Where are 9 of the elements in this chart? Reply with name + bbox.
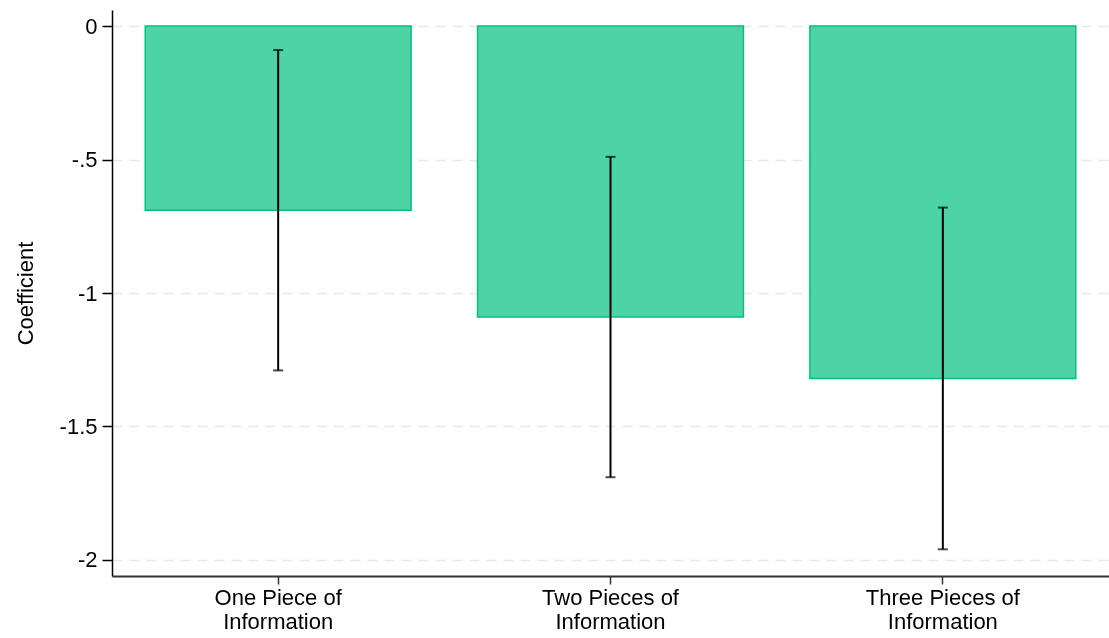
y-tick-label: -2 (77, 547, 98, 573)
x-tick-label: Three Pieces of Information (865, 584, 1021, 634)
x-tick-label: Two Pieces of Information (542, 584, 680, 634)
y-tick-label: 0 (85, 13, 98, 39)
y-tick-label: -.5 (71, 147, 98, 173)
x-tick-label: One Piece of Information (214, 584, 343, 634)
y-tick-label: -1.5 (59, 413, 98, 439)
y-tick-label: -1 (77, 280, 98, 306)
y-axis-title: Coefficient (12, 241, 38, 346)
